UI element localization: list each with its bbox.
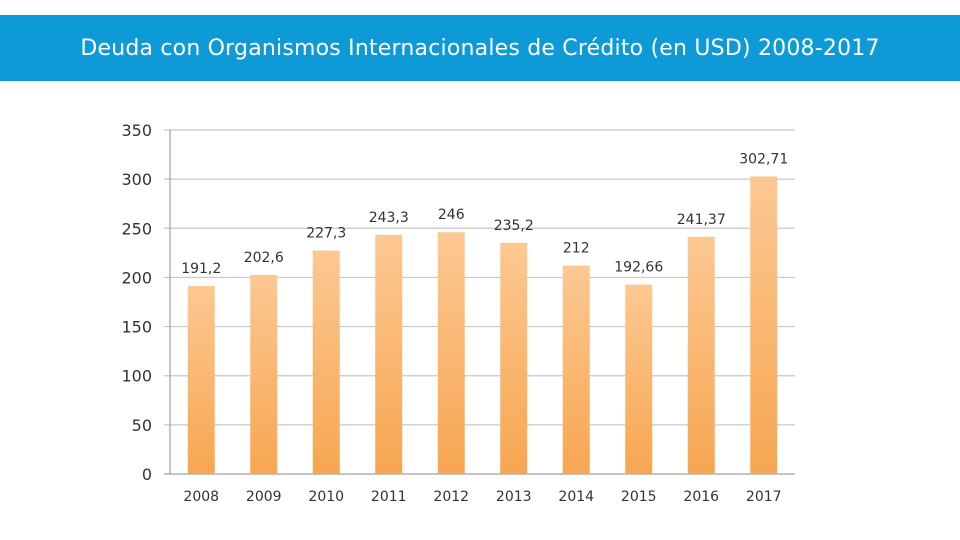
x-tick-label-2012: 2012 bbox=[433, 489, 469, 505]
data-label-2009: 202,6 bbox=[244, 250, 284, 266]
data-label-2008: 191,2 bbox=[181, 261, 221, 277]
data-label-2012: 246 bbox=[438, 207, 465, 223]
bar-2012 bbox=[437, 232, 465, 474]
bar-2016 bbox=[687, 236, 715, 474]
y-tick-label: 250 bbox=[121, 219, 152, 238]
data-label-2017: 302,71 bbox=[739, 151, 788, 167]
bars bbox=[187, 176, 778, 474]
x-axis-tick-labels: 2008 2009 2010 2011 2012 2013 2014 2015 2016 2017 bbox=[183, 489, 781, 505]
y-tick-label: 50 bbox=[132, 416, 152, 435]
bar-2015 bbox=[625, 284, 653, 474]
x-tick-label-2008: 2008 bbox=[183, 489, 219, 505]
bar-2009 bbox=[250, 274, 278, 474]
bar-2013 bbox=[500, 242, 528, 474]
data-label-2016: 241,37 bbox=[677, 212, 726, 228]
y-tick-label: 150 bbox=[121, 318, 152, 337]
x-tick-label-2009: 2009 bbox=[246, 489, 282, 505]
x-tick-label-2017: 2017 bbox=[746, 489, 782, 505]
x-tick-label-2010: 2010 bbox=[308, 489, 344, 505]
bar-2011 bbox=[375, 234, 403, 474]
title-banner: Deuda con Organismos Internacionales de … bbox=[0, 15, 960, 81]
bar-2010 bbox=[312, 250, 340, 474]
data-labels: 191,2 202,6 227,3 243,3 246 235,2 212 192,66 241… bbox=[181, 151, 788, 277]
y-tick-label: 200 bbox=[121, 268, 152, 287]
x-tick-label-2015: 2015 bbox=[621, 489, 657, 505]
y-tick-label: 300 bbox=[121, 170, 152, 189]
bar-2017 bbox=[750, 176, 778, 474]
y-tick-label: 0 bbox=[142, 465, 152, 484]
data-label-2015: 192,66 bbox=[614, 260, 663, 276]
x-tick-label-2011: 2011 bbox=[371, 489, 407, 505]
y-axis-tick-labels: 0 50 100 150 200 250 300 350 bbox=[121, 121, 152, 484]
y-tick-label: 100 bbox=[121, 367, 152, 386]
chart-title: Deuda con Organismos Internacionales de … bbox=[80, 35, 880, 61]
data-label-2014: 212 bbox=[563, 241, 590, 257]
x-tick-label-2014: 2014 bbox=[558, 489, 594, 505]
bar-2014 bbox=[562, 265, 590, 474]
x-tick-label-2013: 2013 bbox=[496, 489, 532, 505]
data-label-2011: 243,3 bbox=[369, 210, 409, 226]
bar-2008 bbox=[187, 286, 215, 474]
data-label-2010: 227,3 bbox=[306, 226, 346, 242]
y-tick-label: 350 bbox=[121, 121, 152, 140]
x-tick-label-2016: 2016 bbox=[683, 489, 719, 505]
data-label-2013: 235,2 bbox=[494, 218, 534, 234]
